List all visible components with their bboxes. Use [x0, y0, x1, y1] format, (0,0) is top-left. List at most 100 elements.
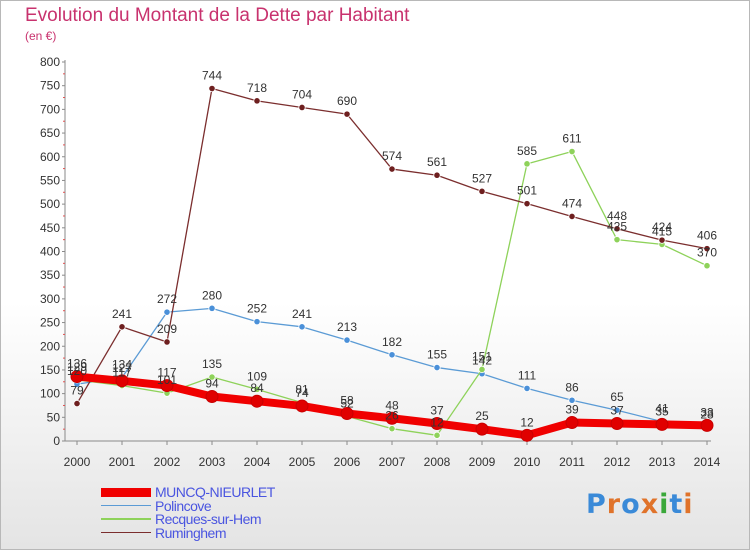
data-label-3: 209	[157, 322, 177, 336]
series-point-0	[655, 417, 669, 431]
data-label-3: 474	[562, 196, 582, 210]
x-tick-label: 2014	[694, 455, 721, 469]
logo-letter: t	[669, 489, 684, 520]
series-point-0	[340, 407, 354, 421]
series-point-1	[343, 336, 351, 344]
series-point-3	[253, 97, 261, 105]
series-point-3	[478, 187, 486, 195]
data-label-0: 127	[112, 361, 132, 375]
data-label-3: 704	[292, 87, 312, 101]
series-point-1	[433, 363, 441, 372]
series-point-3	[208, 84, 216, 93]
y-tick-label: 450	[40, 221, 60, 235]
data-label-1: 111	[518, 368, 537, 382]
data-label-1: 252	[247, 302, 267, 316]
data-label-1: 28	[700, 408, 714, 422]
y-tick-label: 650	[40, 126, 60, 140]
series-point-0	[250, 394, 264, 408]
series-point-1	[523, 384, 531, 393]
y-tick-label: 500	[40, 197, 60, 211]
data-label-1: 272	[157, 292, 177, 306]
data-label-1: 142	[472, 354, 492, 368]
y-tick-label: 550	[40, 173, 60, 187]
data-label-1: 41	[655, 402, 669, 416]
series-point-3	[163, 338, 171, 346]
y-tick-label: 300	[40, 292, 60, 306]
data-label-1: 120	[67, 364, 87, 378]
series-point-3	[658, 236, 666, 244]
chart-title: Evolution du Montant de la Dette par Hab…	[25, 5, 410, 26]
series-point-0	[700, 418, 714, 432]
series-point-1	[253, 318, 261, 326]
data-label-0: 25	[475, 409, 489, 423]
series-point-0	[385, 411, 399, 425]
x-tick-label: 2007	[379, 455, 406, 469]
x-tick-label: 2010	[514, 455, 541, 469]
series-point-1	[568, 396, 576, 404]
series-point-3	[388, 165, 396, 173]
data-label-2: 611	[562, 132, 581, 146]
series-point-2	[433, 431, 441, 439]
series-point-3	[343, 110, 351, 118]
x-tick-label: 2002	[154, 455, 181, 469]
data-label-1: 213	[337, 320, 357, 334]
series-point-3	[703, 245, 711, 253]
series-point-0	[160, 379, 174, 393]
data-label-0: 39	[565, 403, 579, 417]
y-tick-label: 700	[40, 102, 60, 116]
data-label-0: 58	[340, 394, 354, 408]
data-label-0: 48	[385, 398, 399, 412]
series-point-1	[613, 406, 621, 414]
y-tick-label: 100	[40, 387, 60, 401]
series-point-2	[613, 236, 621, 244]
data-label-3: 241	[112, 307, 132, 321]
data-label-0: 37	[610, 403, 624, 417]
data-label-2: 151	[472, 349, 492, 363]
data-label-2: 585	[517, 144, 537, 158]
data-label-3: 690	[337, 94, 357, 108]
x-tick-label: 2006	[334, 455, 361, 469]
data-label-3: 448	[607, 209, 627, 223]
proxiti-logo: Proxiti	[586, 489, 694, 520]
data-label-3: 424	[652, 220, 672, 234]
data-label-3: 744	[202, 69, 222, 83]
series-point-2	[388, 425, 396, 433]
x-tick-label: 2011	[559, 455, 585, 469]
series-point-2	[478, 365, 486, 374]
data-label-2: 129	[67, 360, 87, 374]
series-point-2	[523, 160, 531, 168]
data-label-1: 241	[292, 307, 312, 321]
legend-label: Ruminghem	[155, 524, 226, 541]
data-label-2: 425	[607, 220, 627, 234]
logo-letter: r	[606, 489, 622, 520]
x-tick-label: 2004	[244, 455, 271, 469]
series-point-2	[208, 373, 216, 381]
legend-swatch	[101, 531, 151, 534]
y-tick-label: 600	[40, 150, 60, 164]
x-tick-label: 2009	[469, 455, 496, 469]
data-label-3: 406	[697, 229, 717, 243]
data-label-0: 74	[295, 386, 309, 400]
legend-label: Polincove	[155, 497, 212, 514]
series-point-3	[568, 212, 576, 221]
logo-letter: o	[621, 489, 641, 520]
data-label-3: 79	[70, 384, 84, 398]
data-label-2: 370	[697, 246, 717, 260]
data-label-2: 109	[247, 369, 267, 383]
y-tick-label: 350	[40, 268, 60, 282]
data-label-3: 501	[517, 184, 537, 198]
series-point-0	[205, 389, 219, 403]
x-tick-label: 2005	[289, 455, 316, 469]
series-point-0	[565, 416, 579, 430]
data-label-2: 101	[157, 373, 177, 387]
series-point-3	[433, 171, 441, 179]
data-label-1: 182	[382, 335, 402, 349]
y-tick-label: 0	[53, 434, 60, 448]
series-point-0	[520, 428, 534, 442]
data-label-2: 415	[652, 224, 672, 238]
data-label-0: 37	[430, 403, 444, 417]
series-point-3	[73, 399, 81, 408]
data-label-0: 94	[205, 376, 219, 390]
data-label-0: 35	[655, 404, 669, 418]
